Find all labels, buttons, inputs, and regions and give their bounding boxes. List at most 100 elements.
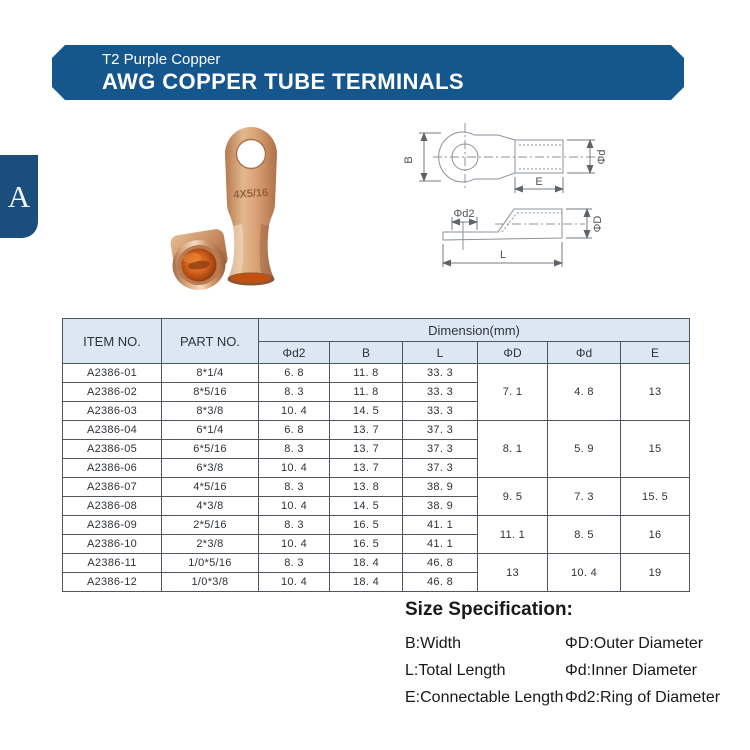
banner-subtitle: T2 Purple Copper: [102, 51, 221, 68]
phid2-cell: 10. 4: [258, 401, 330, 421]
phid2-cell: 6. 8: [258, 363, 330, 383]
phid2-cell: 8. 3: [258, 553, 330, 573]
item-cell: A2386-07: [62, 477, 162, 497]
phid2-cell: 10. 4: [258, 534, 330, 554]
table-row: A2386-01 8*1/4 6. 8 11. 8 33. 3 7. 1 4. 8 13: [62, 363, 691, 421]
b-cell: 13. 7: [329, 420, 403, 440]
phid2-cell: 8. 3: [258, 439, 330, 459]
e-cell: 15. 5: [619, 477, 691, 516]
item-cell: A2386-09: [62, 515, 162, 535]
b-cell: 13. 8: [329, 477, 403, 497]
table-row: A2386-07 4*5/16 8. 3 13. 8 38. 9 9. 5 7. 3 15. …: [62, 477, 691, 516]
part-cell: 8*3/8: [161, 401, 259, 421]
phid2-cell: 8. 3: [258, 382, 330, 402]
size-spec-item-D: ΦD:Outer Diameter: [565, 635, 704, 652]
e-cell: 15: [619, 420, 691, 478]
item-cell: A2386-01: [62, 363, 162, 383]
table-row: A2386-10 2*3/8 10. 4 16. 5 41. 1: [62, 534, 690, 554]
b-cell: 16. 5: [329, 534, 403, 554]
b-cell: 13. 7: [329, 458, 403, 478]
part-cell: 2*3/8: [161, 534, 259, 554]
b-cell: 14. 5: [329, 496, 403, 516]
phid-cell: 7. 3: [547, 477, 621, 516]
item-cell: A2386-11: [62, 553, 162, 573]
phiD-cell: 7. 1: [477, 363, 548, 421]
b-cell: 13. 7: [329, 439, 403, 459]
part-cell: 6*1/4: [161, 420, 259, 440]
e-cell: 16: [619, 515, 691, 554]
part-cell: 8*5/16: [161, 382, 259, 402]
l-cell: 46. 8: [402, 553, 478, 573]
b-cell: 18. 4: [329, 553, 403, 573]
l-cell: 33. 3: [402, 401, 478, 421]
table-row: A2386-12 1/0*3/8 10. 4 18. 4 46. 8: [62, 572, 690, 592]
phid2-cell: 6. 8: [258, 420, 330, 440]
dim-sub-header-2: L: [402, 341, 478, 364]
item-cell: A2386-05: [62, 439, 162, 459]
phid-cell: 8. 5: [547, 515, 621, 554]
l-cell: 41. 1: [402, 515, 478, 535]
b-cell: 11. 8: [329, 382, 403, 402]
b-cell: 16. 5: [329, 515, 403, 535]
stamp-text: 4X5/16: [233, 187, 269, 201]
spec-table: ITEM NO. PART NO. Dimension(mm) Φd2 B L ΦD Φd E A…: [62, 318, 691, 592]
dimension-diagram: B Φd E Φd2 ΦD L: [403, 123, 608, 267]
product-photo: 4X5/16: [170, 127, 277, 291]
phid2-cell: 8. 3: [258, 515, 330, 535]
side-view-outline: [442, 208, 585, 250]
l-cell: 38. 9: [402, 496, 478, 516]
top-view-dimensions: [419, 132, 595, 193]
l-cell: 46. 8: [402, 572, 478, 592]
l-cell: 37. 3: [402, 458, 478, 478]
part-cell: 8*1/4: [161, 363, 259, 383]
l-cell: 37. 3: [402, 439, 478, 459]
table-row: A2386-04 6*1/4 6. 8 13. 7 37. 3 8. 1 5. 9 15: [62, 420, 691, 478]
l-cell: 38. 9: [402, 477, 478, 497]
size-spec-item-e: E:Connectable Length: [405, 689, 564, 706]
b-cell: 11. 8: [329, 363, 403, 383]
table-row: A2386-09 2*5/16 8. 3 16. 5 41. 1 11. 1 8. 5 16: [62, 515, 691, 554]
size-spec-item-d2: Φd2:Ring of Diameter: [565, 689, 721, 706]
table-row: A2386-11 1/0*5/16 8. 3 18. 4 46. 8 13 10. 4 19: [62, 553, 691, 592]
item-no-header: ITEM NO.: [62, 318, 162, 364]
size-spec-heading: Size Specification:: [405, 599, 573, 620]
phid2-cell: 10. 4: [258, 496, 330, 516]
phiD-cell: 11. 1: [477, 515, 548, 554]
dim-label-b: B: [403, 156, 415, 163]
part-cell: 4*3/8: [161, 496, 259, 516]
table-row: A2386-08 4*3/8 10. 4 14. 5 38. 9: [62, 496, 690, 516]
part-cell: 1/0*3/8: [161, 572, 259, 592]
phid-cell: 5. 9: [547, 420, 621, 478]
e-cell: 13: [619, 363, 691, 421]
l-cell: 41. 1: [402, 534, 478, 554]
phiD-cell: 13: [477, 553, 548, 592]
part-cell: 2*5/16: [161, 515, 259, 535]
item-cell: A2386-12: [62, 572, 162, 592]
l-cell: 37. 3: [402, 420, 478, 440]
phid-cell: 4. 8: [547, 363, 621, 421]
table-row: A2386-02 8*5/16 8. 3 11. 8 33. 3: [62, 382, 690, 402]
l-cell: 33. 3: [402, 363, 478, 383]
size-specification: Size Specification: B:Width ΦD:Outer Dia…: [405, 599, 735, 707]
dim-sub-header-1: B: [329, 341, 403, 364]
title-banner: T2 Purple Copper AWG COPPER TUBE TERMINA…: [52, 45, 684, 100]
index-tab-a: A: [0, 155, 38, 238]
table-row: A2386-05 6*5/16 8. 3 13. 7 37. 3: [62, 439, 690, 459]
item-cell: A2386-03: [62, 401, 162, 421]
standing-terminal: 4X5/16: [225, 127, 277, 286]
item-cell: A2386-02: [62, 382, 162, 402]
b-cell: 18. 4: [329, 572, 403, 592]
item-cell: A2386-06: [62, 458, 162, 478]
size-spec-grid: B:Width ΦD:Outer Diameter L:Total Length…: [405, 635, 735, 707]
phid-cell: 10. 4: [547, 553, 621, 592]
top-view-outline: [433, 123, 600, 191]
dimension-header: Dimension(mm): [257, 318, 691, 342]
dim-label-phi-d2: Φd2: [453, 208, 474, 220]
dim-label-phi-d: Φd: [596, 150, 608, 165]
dim-sub-header-4: Φd: [547, 341, 621, 364]
phid2-cell: 10. 4: [258, 572, 330, 592]
size-spec-item-b: B:Width: [405, 635, 462, 652]
dim-sub-header-5: E: [619, 341, 691, 364]
phiD-cell: 8. 1: [477, 420, 548, 478]
item-cell: A2386-08: [62, 496, 162, 516]
